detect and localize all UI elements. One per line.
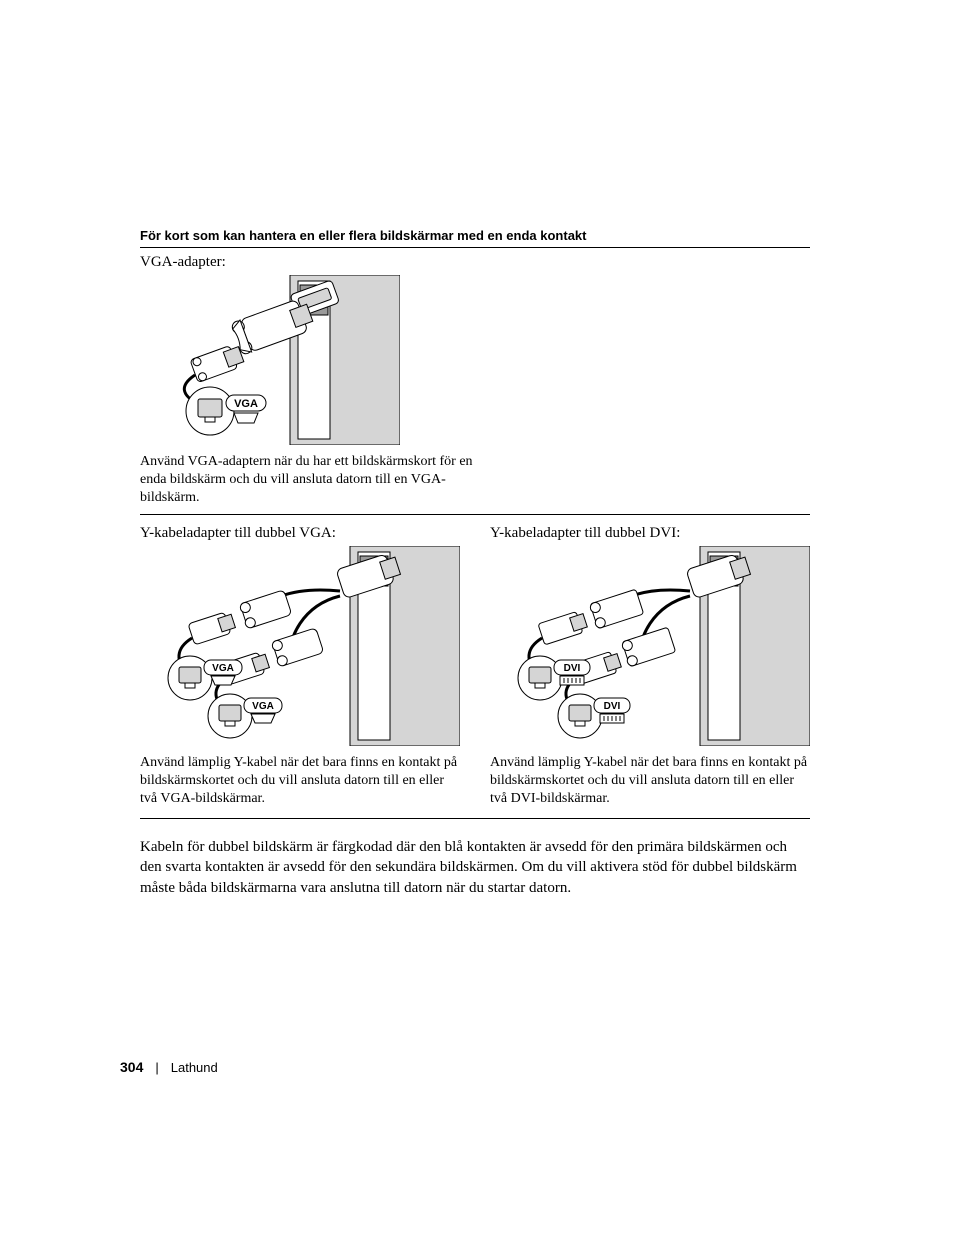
page-number: 304 [120,1059,143,1075]
dual-dvi-caption: Använd lämplig Y-kabel när det bara finn… [490,754,810,809]
dual-vga-label: Y-kabeladapter till dubbel VGA: [140,525,460,542]
svg-text:VGA: VGA [212,663,234,674]
dual-dvi-label: Y-kabeladapter till dubbel DVI: [490,525,810,542]
mid-rule-2 [140,818,810,819]
svg-text:VGA: VGA [252,701,274,712]
dual-vga-figure: VGA VGA [140,546,460,746]
body-paragraph: Kabeln för dubbel bildskärm är färgkodad… [140,837,810,898]
mid-rule-1 [140,514,810,515]
svg-text:DVI: DVI [604,701,621,712]
footer-section: Lathund [171,1060,218,1075]
dual-dvi-figure: DVI [490,546,810,746]
page-footer: 304 | Lathund [120,1059,218,1075]
dual-row: Y-kabeladapter till dubbel VGA: [140,521,810,813]
content-area: För kort som kan hantera en eller flera … [140,228,810,898]
footer-separator: | [155,1060,158,1075]
dual-vga-col: Y-kabeladapter till dubbel VGA: [140,521,460,813]
vga-adapter-figure: VGA [140,275,400,445]
vga-adapter-label: VGA-adapter: [140,254,810,271]
vga-adapter-caption: Använd VGA-adaptern när du har ett bilds… [140,453,480,508]
dual-dvi-col: Y-kabeladapter till dubbel DVI: [490,521,810,813]
section-heading: För kort som kan hantera en eller flera … [140,228,810,243]
heading-rule [140,247,810,248]
svg-text:DVI: DVI [564,663,581,674]
vga-badge-text: VGA [234,398,258,410]
page: För kort som kan hantera en eller flera … [0,0,954,1235]
dual-vga-caption: Använd lämplig Y-kabel när det bara finn… [140,754,460,809]
